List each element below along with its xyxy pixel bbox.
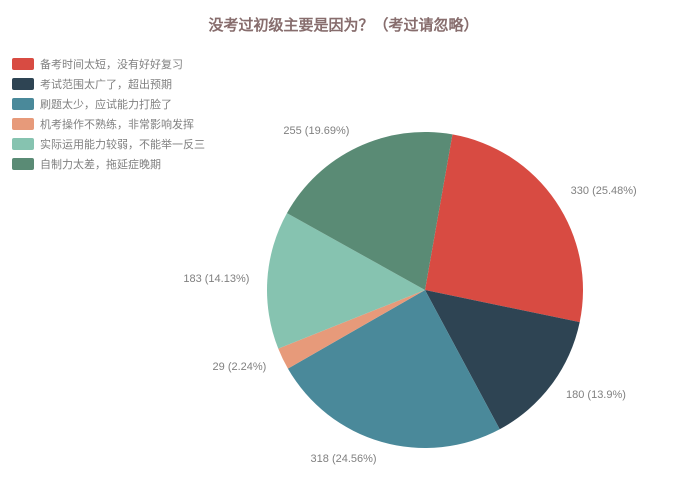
legend-item[interactable]: 机考操作不熟练，非常影响发挥 <box>12 116 205 132</box>
slice-label: 330 (25.48%) <box>571 185 637 197</box>
legend-label: 机考操作不熟练，非常影响发挥 <box>40 116 194 132</box>
legend-item[interactable]: 刷题太少，应试能力打脸了 <box>12 96 205 112</box>
slice-label: 180 (13.9%) <box>566 389 626 401</box>
legend-label: 自制力太差，拖延症晚期 <box>40 156 161 172</box>
legend-swatch <box>12 98 34 110</box>
legend-swatch <box>12 118 34 130</box>
legend-swatch <box>12 78 34 90</box>
legend-label: 考试范围太广了，超出预期 <box>40 76 172 92</box>
pie-slice[interactable] <box>425 134 583 322</box>
legend: 备考时间太短，没有好好复习考试范围太广了，超出预期刷题太少，应试能力打脸了机考操… <box>12 56 205 176</box>
slice-label: 255 (19.69%) <box>283 125 349 137</box>
pie-svg <box>265 130 585 450</box>
legend-item[interactable]: 考试范围太广了，超出预期 <box>12 76 205 92</box>
slice-label: 29 (2.24%) <box>213 361 267 373</box>
legend-label: 备考时间太短，没有好好复习 <box>40 56 183 72</box>
legend-swatch <box>12 58 34 70</box>
legend-item[interactable]: 实际运用能力较弱，不能举一反三 <box>12 136 205 152</box>
chart-title: 没考过初级主要是因为？（考过请忽略） <box>0 14 687 35</box>
slice-label: 318 (24.56%) <box>311 453 377 465</box>
legend-item[interactable]: 备考时间太短，没有好好复习 <box>12 56 205 72</box>
legend-label: 实际运用能力较弱，不能举一反三 <box>40 136 205 152</box>
pie-chart <box>265 130 585 455</box>
slice-label: 183 (14.13%) <box>183 273 249 285</box>
legend-label: 刷题太少，应试能力打脸了 <box>40 96 172 112</box>
legend-swatch <box>12 158 34 170</box>
legend-item[interactable]: 自制力太差，拖延症晚期 <box>12 156 205 172</box>
legend-swatch <box>12 138 34 150</box>
